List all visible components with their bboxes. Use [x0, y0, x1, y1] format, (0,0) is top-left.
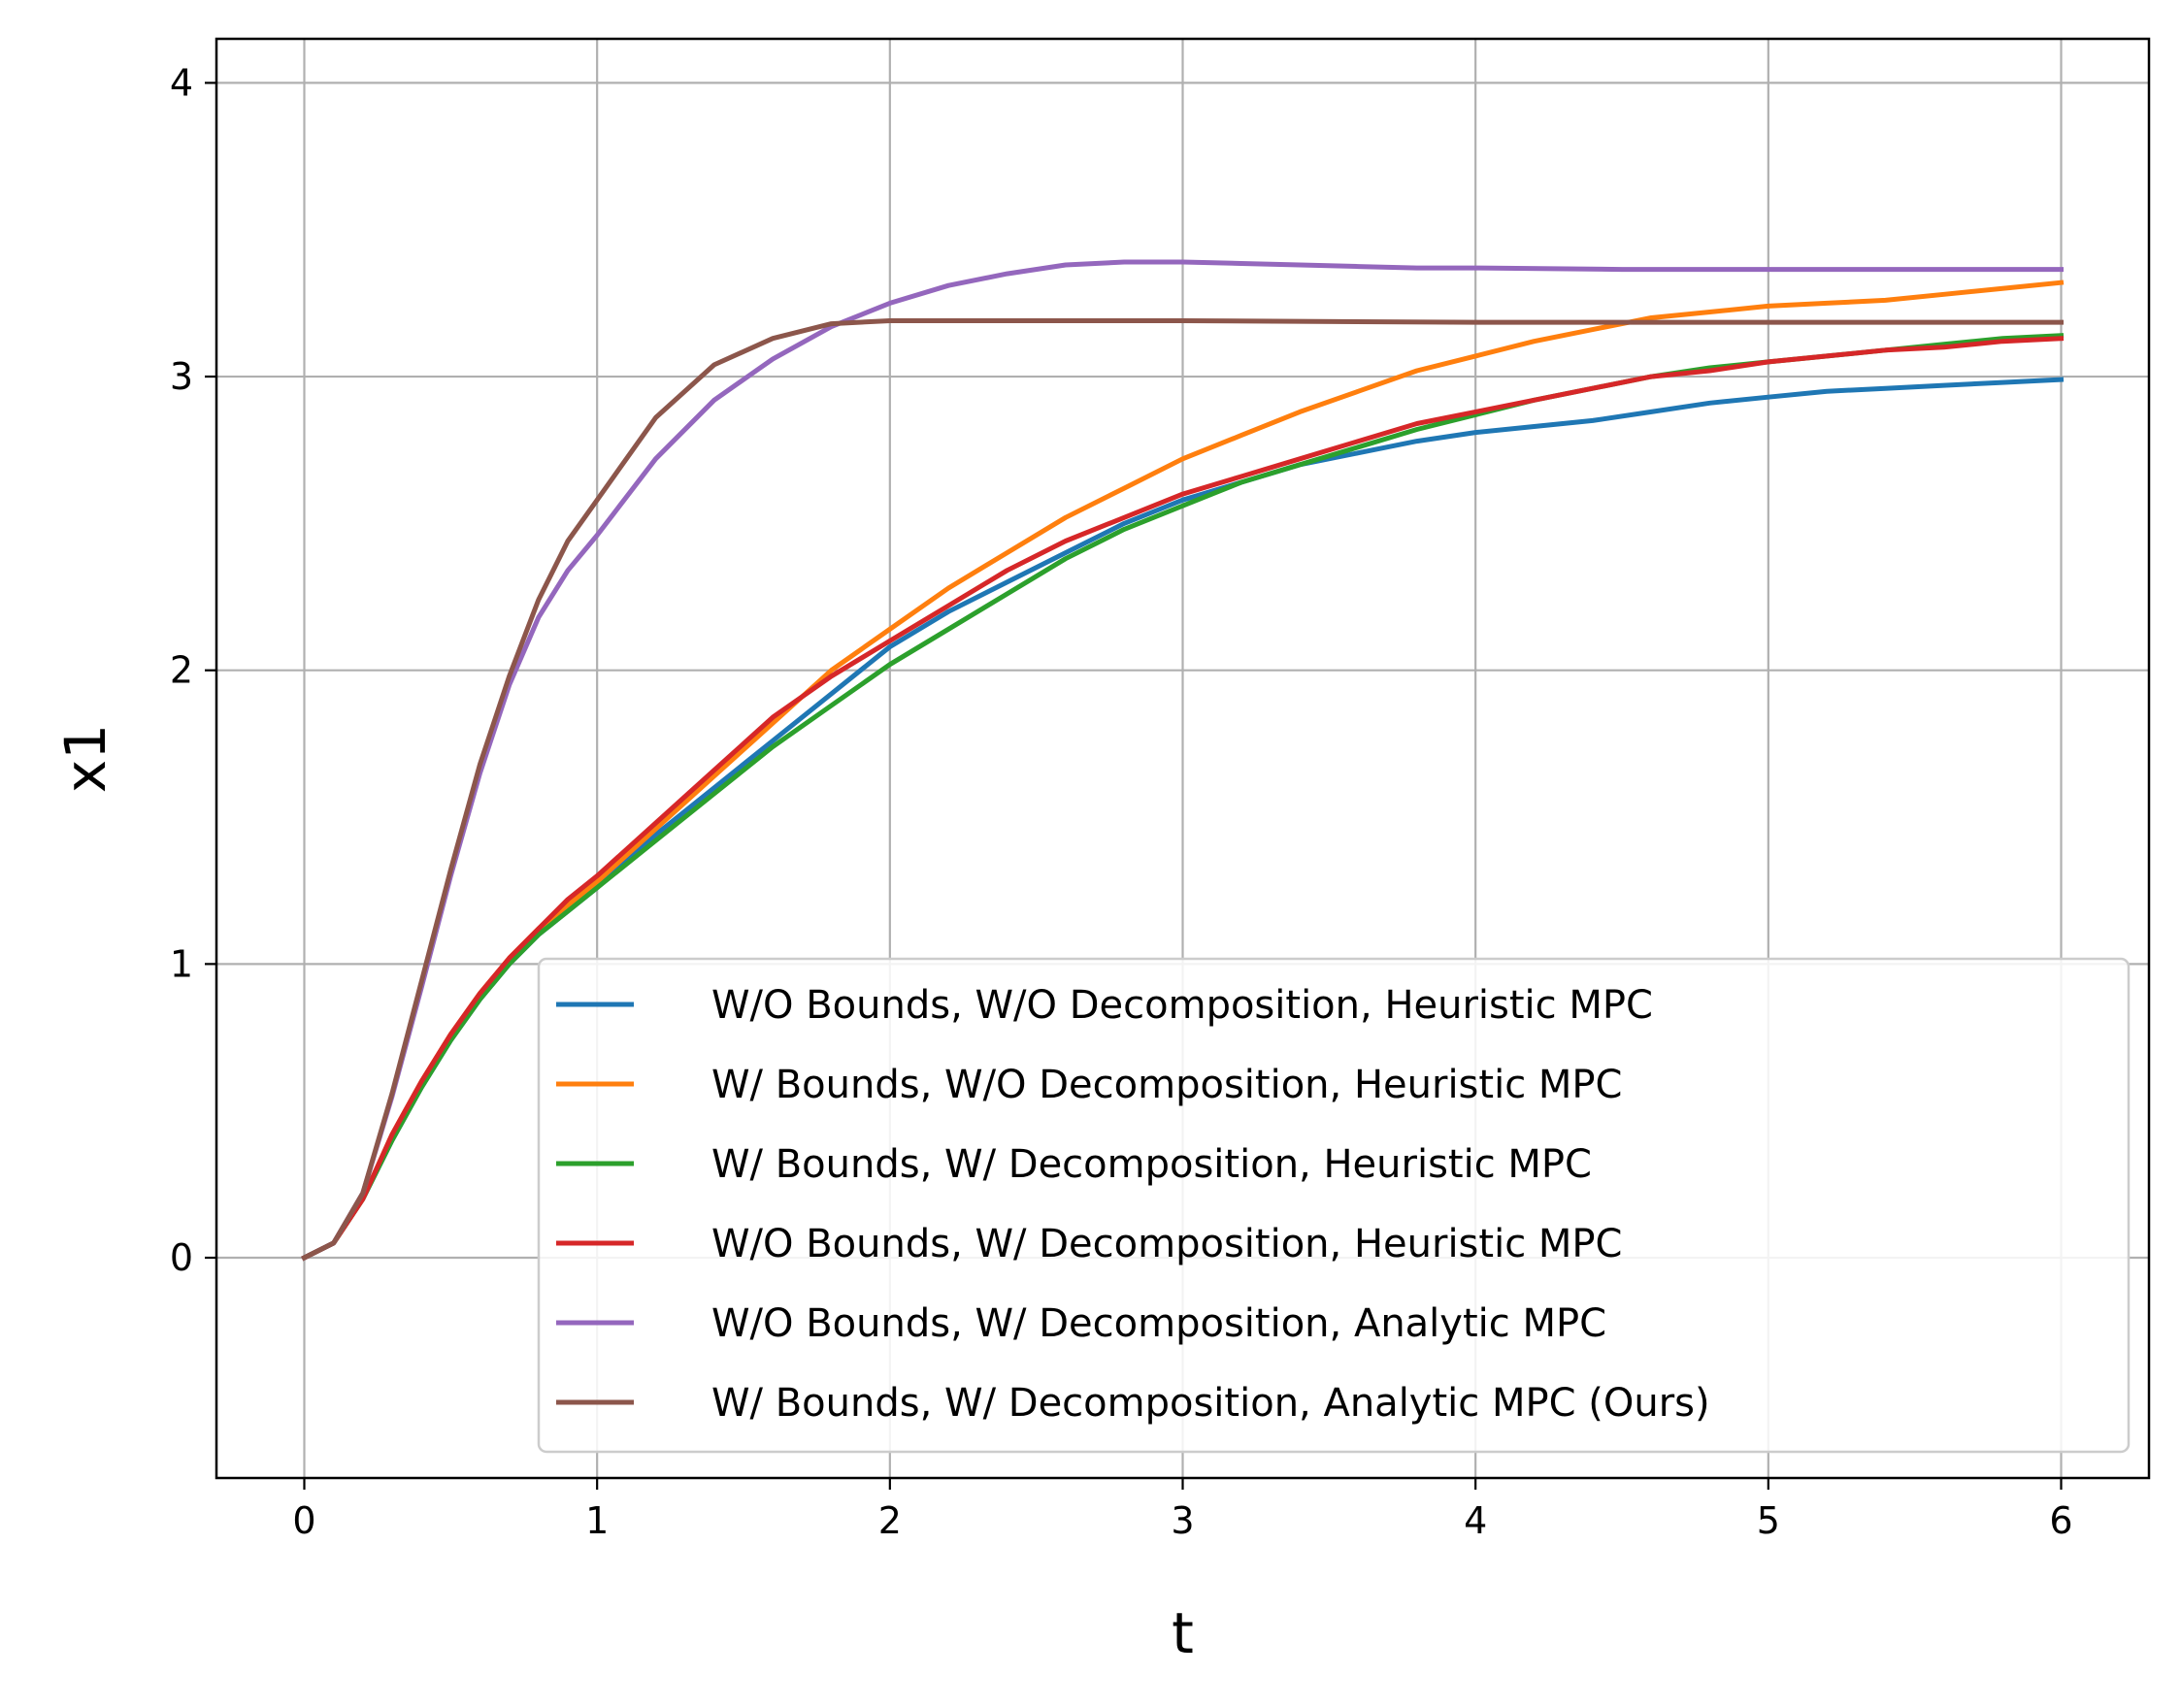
legend-box	[537, 957, 2131, 1454]
series-line-6	[301, 318, 2064, 1262]
y-tick-label: 0	[170, 1236, 193, 1279]
legend-label-2: W/ Bounds, W/O Decomposition, Heuristic …	[711, 1063, 1622, 1107]
x-tick-label: 5	[1757, 1499, 1780, 1542]
x-tick-label: 1	[585, 1499, 609, 1542]
y-tick-label: 1	[170, 942, 193, 985]
y-tick-label: 3	[170, 355, 193, 398]
x-tick-label: 0	[292, 1499, 315, 1542]
legend: W/O Bounds, W/O Decomposition, Heuristic…	[537, 957, 2131, 1454]
x-tick-label: 6	[2049, 1499, 2072, 1542]
legend-label-4: W/O Bounds, W/ Decomposition, Heuristic …	[711, 1222, 1622, 1266]
x-tick-label: 4	[1464, 1499, 1487, 1542]
x-axis-label: t	[1172, 1600, 1194, 1666]
series-line-4	[301, 336, 2065, 1262]
legend-label-6: W/ Bounds, W/ Decomposition, Analytic MP…	[711, 1381, 1710, 1426]
y-tick-label: 2	[170, 649, 193, 692]
y-axis-label: x1	[52, 724, 118, 793]
x-tick-label: 3	[1171, 1499, 1194, 1542]
series-group	[301, 259, 2065, 1262]
legend-label-3: W/ Bounds, W/ Decomposition, Heuristic M…	[711, 1142, 1592, 1187]
ticks: 0 1 2 3 4 5 6 0 1 2 3 4	[170, 61, 2073, 1542]
legend-label-1: W/O Bounds, W/O Decomposition, Heuristic…	[711, 983, 1653, 1028]
y-tick-label: 4	[170, 61, 193, 104]
legend-label-5: W/O Bounds, W/ Decomposition, Analytic M…	[711, 1301, 1606, 1346]
x-tick-label: 2	[878, 1499, 902, 1542]
